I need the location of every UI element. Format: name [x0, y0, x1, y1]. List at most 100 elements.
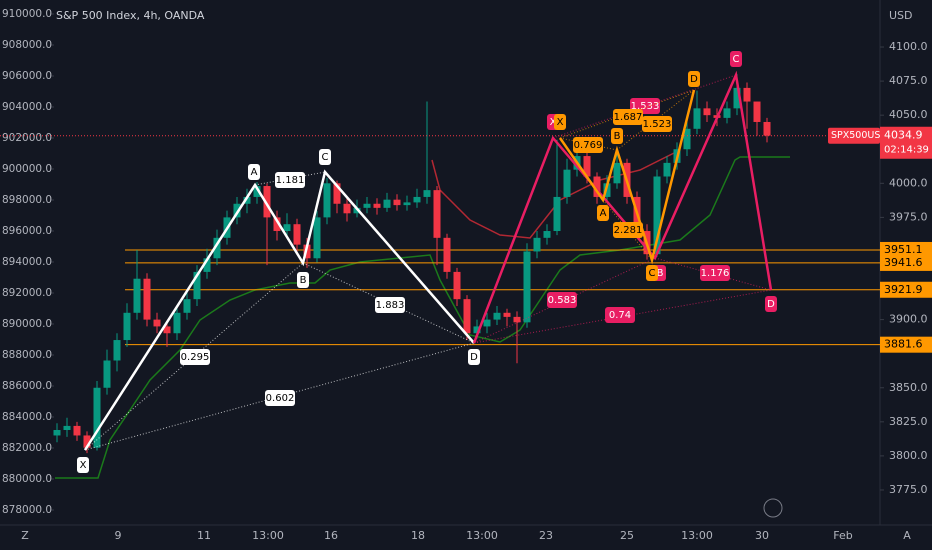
candle-body	[593, 176, 601, 197]
chart-title: S&P 500 Index, 4h, OANDA	[56, 9, 205, 22]
ratio-label: 1.883	[376, 300, 405, 311]
candle-body	[333, 183, 341, 204]
ratio-label: 1.687	[614, 112, 643, 123]
level-tag	[880, 241, 932, 258]
candle-body	[583, 156, 591, 177]
right-tick-label: 4100.0	[889, 40, 928, 53]
level-tag	[880, 281, 932, 298]
candle-body	[213, 237, 221, 259]
point-label: D	[767, 299, 775, 310]
left-tick-label: 896000.0	[2, 225, 52, 237]
left-tick-label: 902000.0	[2, 132, 52, 144]
candle-body	[283, 224, 291, 232]
candle-body	[403, 202, 411, 206]
time-label: 9	[115, 529, 122, 542]
candle-body	[63, 425, 71, 431]
ratio-label: 1.181	[276, 175, 305, 186]
candle-body	[683, 128, 691, 150]
point-box	[597, 205, 609, 221]
point-label: A	[600, 208, 607, 219]
time-label: 16	[324, 529, 338, 542]
candle-body	[763, 121, 771, 136]
candle-body	[93, 387, 101, 448]
corner-right[interactable]: A	[903, 529, 911, 542]
candle-body	[723, 108, 731, 118]
left-tick-label: 884000.0	[2, 411, 52, 423]
level-tag	[880, 336, 932, 353]
candle-body	[83, 435, 91, 448]
candle-body	[433, 190, 441, 238]
candle-body	[753, 101, 761, 122]
point-box	[77, 457, 89, 473]
time-label: 13:00	[466, 529, 498, 542]
candle-body	[413, 196, 421, 203]
ratio-box	[265, 390, 295, 406]
ratio-label: 2.281	[614, 225, 643, 236]
candle-body	[503, 312, 511, 317]
candle-body	[703, 108, 711, 116]
candle-body	[183, 299, 191, 313]
ratio-box	[275, 172, 305, 188]
ratio-label: 1.533	[631, 101, 660, 112]
right-tick-label: 3825.0	[889, 415, 928, 428]
candle-body	[513, 316, 521, 323]
left-tick-label: 908000.0	[2, 39, 52, 51]
candle-body	[423, 190, 431, 197]
point-label: X	[80, 460, 87, 471]
candle-body	[233, 203, 241, 218]
time-label: 30	[755, 529, 769, 542]
point-box	[319, 149, 331, 165]
candle-body	[653, 176, 661, 255]
right-tick-label: 4050.0	[889, 108, 928, 121]
left-tick-label: 878000.0	[2, 504, 52, 516]
pattern-line	[83, 169, 475, 451]
ratio-label: 0.295	[181, 352, 210, 363]
corner-left[interactable]: Z	[21, 529, 29, 542]
pattern-line	[472, 70, 773, 344]
candle-body	[163, 326, 171, 334]
last-price-label: 4034.9	[884, 129, 923, 142]
right-tick-label: 3800.0	[889, 449, 928, 462]
candle-body	[293, 224, 301, 245]
point-box	[297, 272, 309, 288]
right-tick-label: 4075.0	[889, 74, 928, 87]
ratio-label: 1.176	[701, 268, 730, 279]
candle-body	[53, 430, 61, 436]
point-label: B	[614, 131, 621, 142]
left-tick-label: 906000.0	[2, 70, 52, 82]
candle-body	[123, 312, 131, 341]
candle-body	[393, 199, 401, 206]
left-tick-label: 886000.0	[2, 380, 52, 392]
left-tick-label: 888000.0	[2, 349, 52, 361]
ratio-box	[613, 222, 643, 238]
left-tick-label: 904000.0	[2, 101, 52, 113]
candle-body	[463, 299, 471, 334]
point-label: C	[649, 268, 656, 279]
point-label: X	[550, 117, 557, 128]
candle-body	[483, 319, 491, 327]
point-label: D	[470, 352, 478, 363]
price-tag	[880, 126, 932, 159]
ratio-label: 0.583	[548, 295, 577, 306]
candle-body	[73, 425, 81, 436]
ratio-label: 0.74	[609, 310, 631, 321]
point-label: B	[300, 275, 307, 286]
time-label: 13:00	[681, 529, 713, 542]
ratio-box	[547, 292, 577, 308]
candle-body	[363, 203, 371, 208]
time-label: 13:00	[252, 529, 284, 542]
candle-body	[343, 203, 351, 214]
point-label: C	[322, 152, 329, 163]
candle-body	[383, 199, 391, 208]
time-label: 25	[620, 529, 634, 542]
level-label: 3951.1	[884, 243, 923, 256]
time-label: 18	[411, 529, 425, 542]
candle-body	[273, 217, 281, 232]
replay-icon[interactable]	[763, 498, 783, 518]
candle-body	[173, 312, 181, 334]
point-box	[646, 265, 658, 281]
ratio-box	[642, 116, 672, 132]
point-box	[611, 128, 623, 144]
